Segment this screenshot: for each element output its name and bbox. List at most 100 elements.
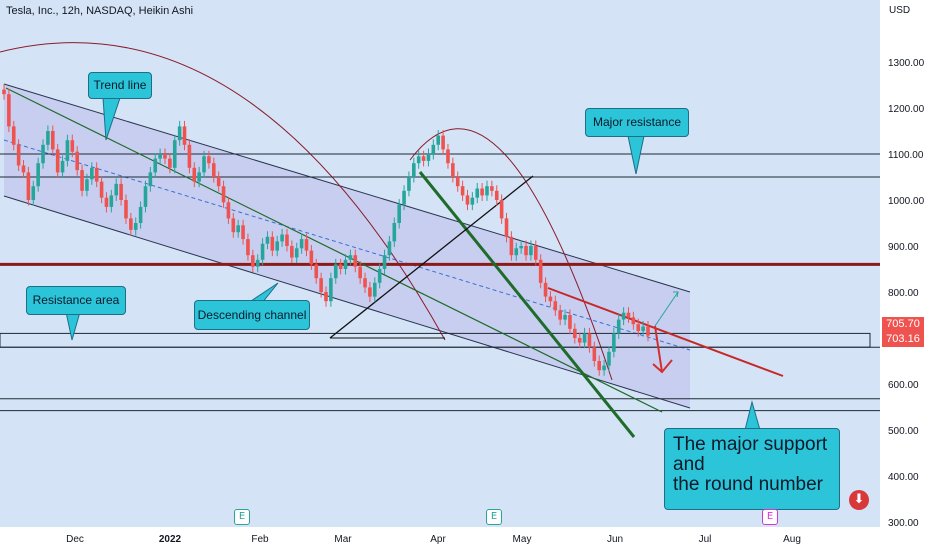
candle-body[interactable] (129, 218, 133, 230)
resistance-area-callout[interactable]: Resistance area (26, 286, 126, 315)
candle-body[interactable] (607, 351, 611, 366)
candle-body[interactable] (319, 278, 323, 292)
candle-body[interactable] (465, 195, 470, 205)
candle-body[interactable] (548, 296, 553, 302)
candle-body[interactable] (353, 255, 358, 267)
candle-body[interactable] (187, 144, 192, 168)
candle-body[interactable] (558, 310, 562, 320)
candle-body[interactable] (216, 177, 221, 187)
candle-body[interactable] (475, 188, 480, 198)
earnings-marker-jul[interactable]: E (762, 509, 778, 525)
candle-body[interactable] (460, 186, 465, 196)
candle-body[interactable] (480, 188, 484, 196)
candle-body[interactable] (2, 89, 6, 95)
candle-body[interactable] (577, 338, 582, 343)
candle-body[interactable] (285, 234, 289, 247)
channel-lower-line[interactable] (3, 195, 691, 409)
candle-body[interactable] (621, 312, 626, 320)
candle-body[interactable] (504, 218, 509, 237)
small-arc[interactable] (409, 128, 613, 381)
candle-body[interactable] (553, 301, 558, 311)
candle-body[interactable] (119, 183, 123, 200)
candle-body[interactable] (21, 165, 26, 173)
candle-body[interactable] (499, 200, 504, 219)
candle-body[interactable] (41, 144, 45, 164)
candle-body[interactable] (133, 223, 138, 230)
candle-body[interactable] (533, 246, 538, 260)
candle-body[interactable] (236, 225, 240, 233)
candle-body[interactable] (226, 202, 231, 219)
candle-body[interactable] (592, 347, 597, 361)
candle-body[interactable] (641, 326, 645, 332)
candle-body[interactable] (563, 315, 567, 320)
candle-body[interactable] (182, 126, 187, 145)
candle-body[interactable] (616, 319, 621, 334)
candle-body[interactable] (529, 246, 533, 256)
candle-body[interactable] (582, 333, 587, 343)
candle-body[interactable] (494, 190, 499, 200)
candle-body[interactable] (612, 333, 616, 352)
candle-body[interactable] (270, 236, 275, 251)
candle-body[interactable] (304, 239, 309, 251)
candle-body[interactable] (11, 126, 16, 145)
time-axis[interactable]: Dec 2022 Feb Mar Apr May Jun Jul Aug (66, 534, 801, 545)
candle-body[interactable] (446, 149, 450, 164)
candle-body[interactable] (324, 292, 328, 302)
candle-body[interactable] (402, 190, 406, 205)
candle-body[interactable] (80, 170, 84, 191)
candle-body[interactable] (416, 156, 421, 164)
candle-body[interactable] (538, 259, 543, 283)
candle-body[interactable] (382, 255, 387, 269)
candle-body[interactable] (172, 140, 177, 168)
candle-body[interactable] (124, 200, 128, 219)
candle-body[interactable] (377, 269, 382, 283)
candle-body[interactable] (470, 197, 475, 205)
candle-body[interactable] (94, 167, 99, 182)
candle-body[interactable] (148, 172, 153, 187)
candle-body[interactable] (455, 177, 460, 187)
candle-body[interactable] (372, 282, 377, 297)
candle-body[interactable] (280, 234, 284, 242)
candle-body[interactable] (211, 163, 216, 177)
candle-body[interactable] (431, 144, 436, 154)
candle-body[interactable] (246, 239, 250, 256)
scroll-to-latest-icon[interactable]: ⬇ (849, 490, 869, 510)
candle-body[interactable] (65, 140, 70, 161)
candle-body[interactable] (158, 154, 162, 159)
candle-body[interactable] (421, 156, 426, 161)
candle-body[interactable] (602, 365, 606, 371)
candle-body[interactable] (16, 144, 21, 166)
candle-body[interactable] (333, 264, 338, 279)
candle-body[interactable] (436, 135, 441, 145)
candle-body[interactable] (368, 287, 372, 297)
candle-body[interactable] (153, 158, 158, 173)
candle-body[interactable] (329, 278, 333, 302)
candle-body[interactable] (26, 172, 31, 200)
candle-body[interactable] (343, 259, 348, 269)
resistance-area-box[interactable] (0, 332, 871, 348)
candle-body[interactable] (490, 186, 494, 191)
red-descending-trend[interactable] (547, 287, 784, 377)
candle-body[interactable] (50, 131, 55, 150)
candle-body[interactable] (309, 250, 314, 265)
candle-body[interactable] (31, 186, 36, 200)
major-resistance-callout[interactable]: Major resistance (585, 108, 689, 137)
channel-median-line[interactable] (3, 139, 691, 351)
earnings-marker-feb[interactable]: E (234, 509, 250, 525)
candle-body[interactable] (631, 317, 636, 325)
candle-body[interactable] (138, 206, 143, 223)
candle-body[interactable] (70, 140, 75, 152)
candle-body[interactable] (412, 163, 416, 177)
candle-body[interactable] (104, 197, 109, 207)
steep-trend-line[interactable] (418, 171, 636, 438)
long-trend-line[interactable] (5, 87, 663, 413)
candle-body[interactable] (109, 195, 114, 207)
candle-body[interactable] (348, 255, 353, 260)
candle-body[interactable] (338, 264, 343, 269)
candle-body[interactable] (587, 333, 592, 348)
candle-body[interactable] (265, 236, 270, 244)
candle-body[interactable] (509, 236, 514, 256)
candle-body[interactable] (573, 328, 577, 338)
channel-upper-line[interactable] (3, 83, 691, 293)
